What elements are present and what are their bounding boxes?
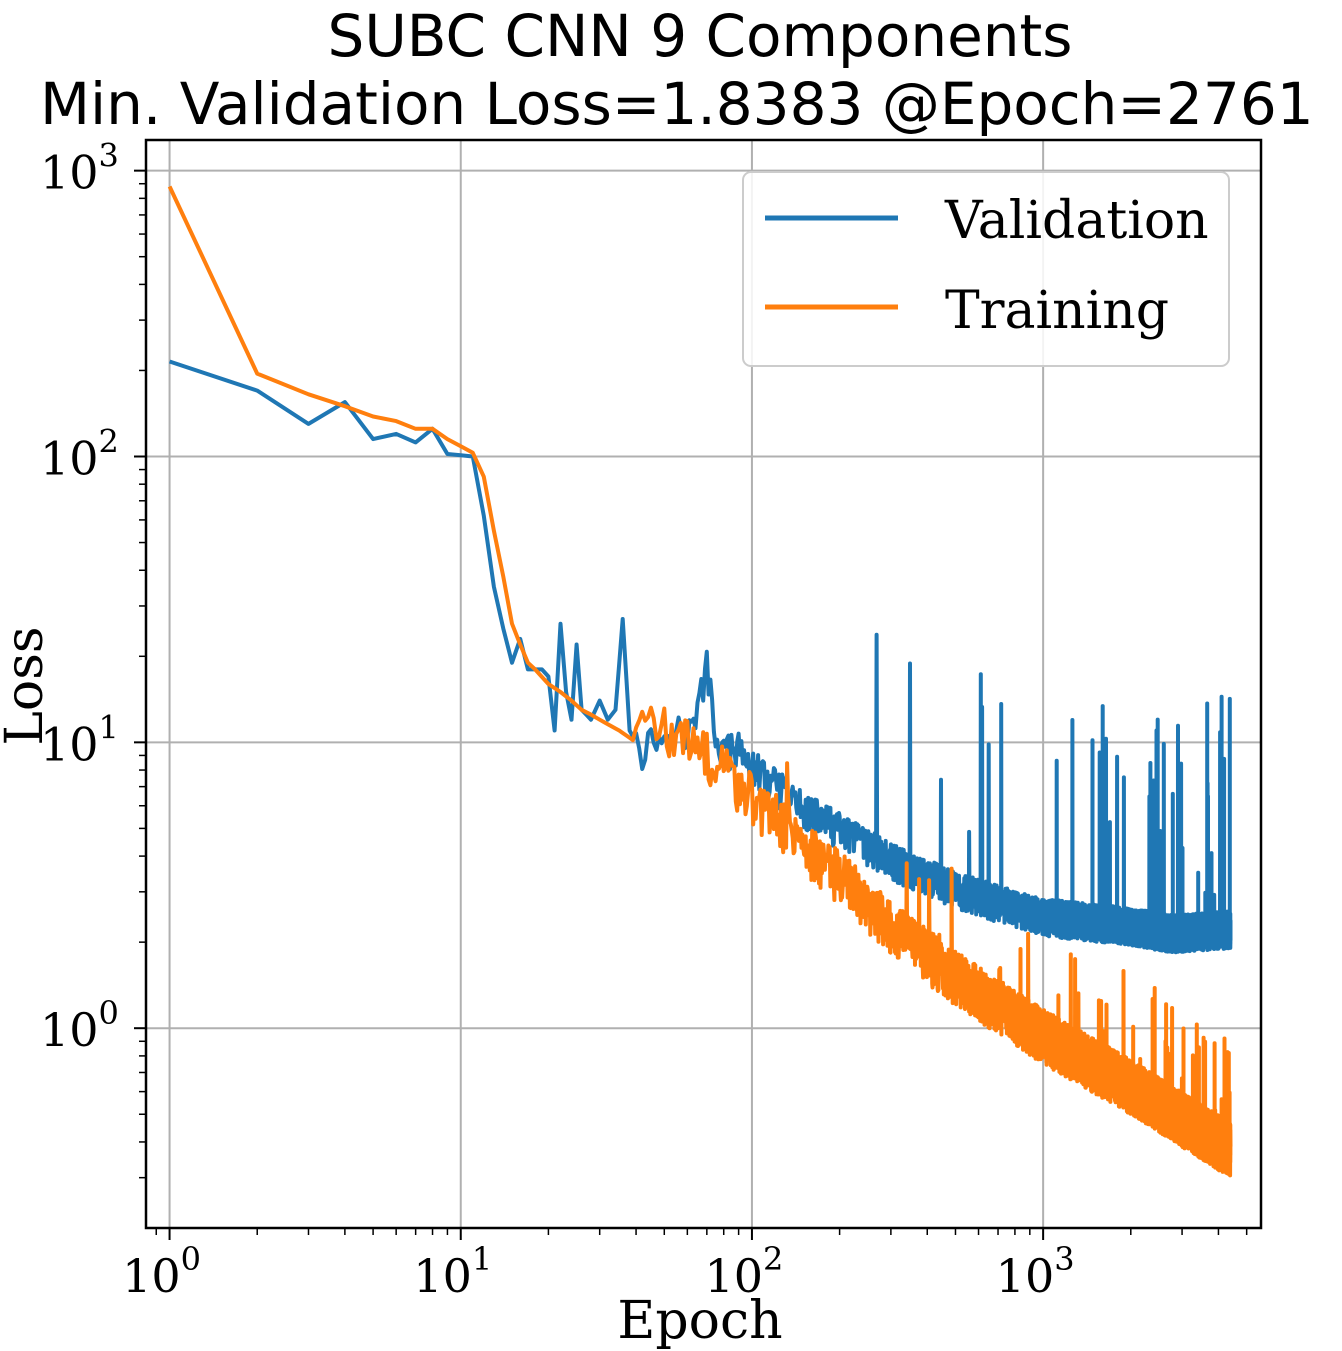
x-tick-label-1: 101 <box>413 1240 492 1303</box>
legend-label-training: Training <box>945 281 1169 341</box>
x-tick-label-0: 100 <box>122 1240 201 1303</box>
y-tick-label-0: 100 <box>40 994 119 1057</box>
x-tick-label-2: 102 <box>704 1240 783 1303</box>
minor-ticks <box>134 169 1248 1240</box>
legend-label-validation: Validation <box>944 191 1209 251</box>
x-tick-labels: 100 101 102 103 <box>122 1240 1074 1303</box>
chart-subtitle: Min. Validation Loss=1.8383 @Epoch=2761 <box>40 70 1314 138</box>
y-tick-label-3: 103 <box>40 137 119 200</box>
x-tick-label-3: 103 <box>996 1240 1075 1303</box>
y-axis-label: Loss <box>0 626 55 745</box>
chart-title: SUBC CNN 9 Components <box>328 2 1073 70</box>
series-line-training <box>167 185 1233 1178</box>
legend: Validation Training <box>742 171 1230 367</box>
series-line-validation <box>168 359 1233 955</box>
plot-frame <box>144 138 1263 1230</box>
y-tick-label-2: 102 <box>40 422 119 485</box>
y-tick-labels: 100 101 102 103 <box>40 137 119 1058</box>
x-axis-label: Epoch <box>617 1291 782 1351</box>
y-tick-label-1: 101 <box>40 708 119 771</box>
series-layer <box>167 185 1233 1178</box>
